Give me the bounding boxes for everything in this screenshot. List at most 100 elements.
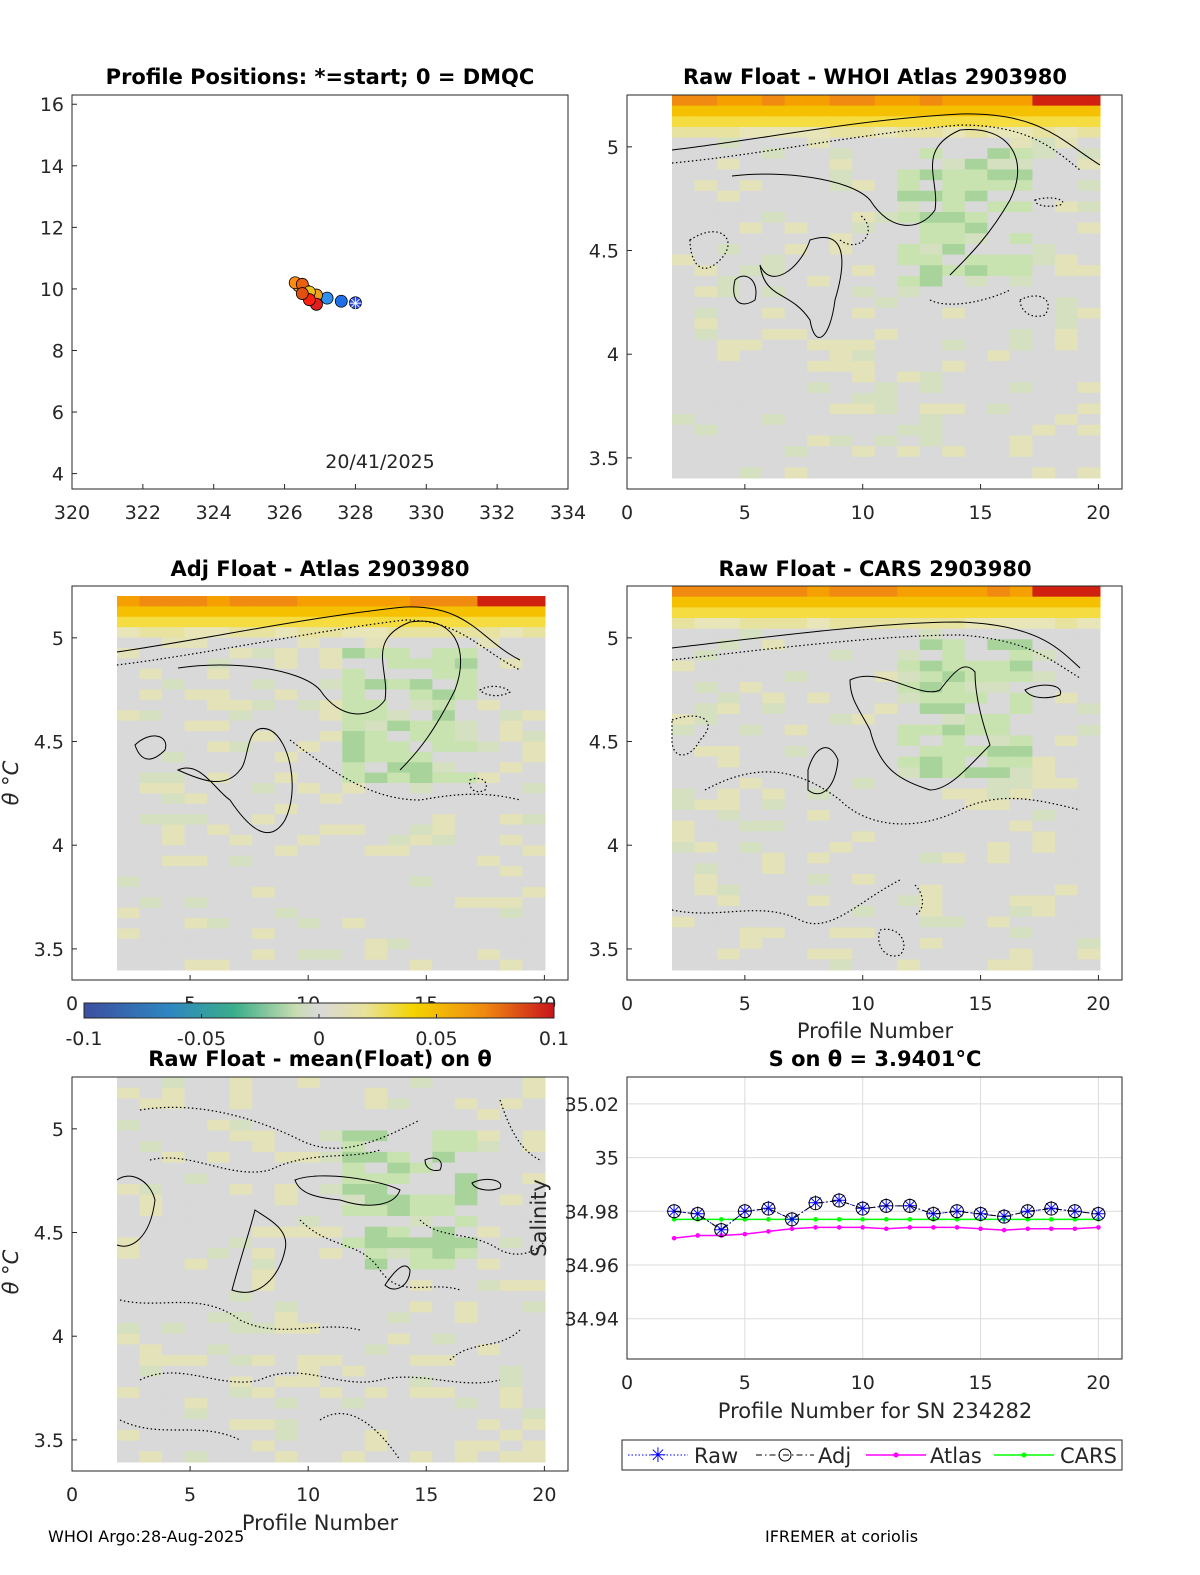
heatmap-cell xyxy=(694,446,718,458)
heatmap-cell xyxy=(807,456,831,468)
heatmap-cell xyxy=(387,1216,411,1228)
heatmap-cell xyxy=(252,1269,276,1281)
heatmap-cell xyxy=(1077,275,1101,287)
heatmap-cell xyxy=(117,907,141,919)
heatmap-cell xyxy=(1077,735,1101,747)
heatmap-cell xyxy=(342,855,366,867)
heatmap-cell xyxy=(874,275,898,287)
heatmap-cell xyxy=(139,1173,163,1185)
heatmap-cell xyxy=(694,339,718,351)
heatmap-cell xyxy=(1054,671,1078,683)
heatmap-cell xyxy=(874,446,898,458)
heatmap-cell xyxy=(919,671,943,683)
heatmap-cell xyxy=(829,382,853,394)
heatmap-cell xyxy=(162,1355,186,1367)
heatmap-cell xyxy=(274,1162,298,1174)
heatmap-cell xyxy=(477,866,501,877)
heatmap-cell xyxy=(784,618,808,630)
heatmap-cell xyxy=(432,886,456,898)
heatmap-cell xyxy=(1032,895,1056,907)
heatmap-cell xyxy=(942,778,966,790)
heatmap-cell xyxy=(762,148,786,160)
heatmap-cell xyxy=(364,596,388,607)
heatmap-cell xyxy=(919,607,943,619)
heatmap-cell xyxy=(1054,158,1078,170)
heatmap-cell xyxy=(874,424,898,436)
heatmap-cell xyxy=(1054,446,1078,458)
heatmap-cell xyxy=(387,1322,411,1335)
heatmap-cell xyxy=(117,1258,141,1270)
heatmap-cell xyxy=(477,1205,501,1217)
heatmap-cell xyxy=(717,660,741,672)
heatmap-cell xyxy=(1009,948,1033,960)
heatmap-cell xyxy=(739,831,763,843)
heatmap-cell xyxy=(297,814,321,826)
heatmap-cell xyxy=(477,637,501,649)
heatmap-cell xyxy=(784,137,808,149)
heatmap-cell xyxy=(454,928,478,940)
heatmap-cell xyxy=(852,148,876,160)
heatmap-cell xyxy=(1054,329,1078,341)
heatmap-cell xyxy=(229,834,253,846)
heatmap-cell xyxy=(717,927,741,939)
heatmap-cell xyxy=(897,778,921,790)
heatmap-cell xyxy=(784,628,808,640)
heatmap-cell xyxy=(672,148,696,160)
heatmap-cell xyxy=(739,339,763,351)
heatmap-cell xyxy=(807,639,831,651)
atlas-point xyxy=(789,1226,795,1232)
heatmap-cell xyxy=(784,820,808,832)
heatmap-cell xyxy=(762,360,786,373)
heatmap-cell xyxy=(1009,339,1033,351)
heatmap-cell xyxy=(829,169,853,181)
cars-point xyxy=(836,1217,842,1222)
heatmap-cell xyxy=(672,884,696,896)
heatmap-cell xyxy=(739,756,763,768)
heatmap-cell xyxy=(319,886,343,898)
heatmap-cell xyxy=(207,897,231,909)
heatmap-cell xyxy=(874,243,898,256)
heatmap-cell xyxy=(387,1162,411,1174)
heatmap-cell xyxy=(852,424,876,436)
heatmap-cell xyxy=(162,897,186,909)
heatmap-cell xyxy=(162,658,186,670)
heatmap-cell xyxy=(807,703,831,715)
heatmap-cell xyxy=(522,1376,546,1388)
x-tick-label: 328 xyxy=(337,502,373,524)
heatmap-cell xyxy=(829,788,853,800)
heatmap-cell xyxy=(432,1365,456,1377)
heatmap-cell xyxy=(117,616,141,628)
heatmap-cell xyxy=(874,650,898,662)
heatmap-cell xyxy=(694,884,718,896)
heatmap-cell xyxy=(1009,639,1033,651)
heatmap-cell xyxy=(184,1205,208,1217)
heatmap-cell xyxy=(297,710,321,722)
heatmap-cell xyxy=(387,637,411,649)
heatmap-cell xyxy=(364,1312,388,1324)
heatmap-cell xyxy=(139,1205,163,1217)
heatmap-cell xyxy=(499,1173,523,1185)
heatmap-cell xyxy=(319,720,343,732)
heatmap-cell xyxy=(387,1290,411,1303)
heatmap-cell xyxy=(499,1440,523,1452)
heatmap-cell xyxy=(1054,852,1078,864)
heatmap-cell xyxy=(672,360,696,373)
atlas-point xyxy=(836,1225,842,1230)
heatmap-cell xyxy=(499,1098,523,1110)
raw-point: ✳ xyxy=(1019,1199,1036,1223)
heatmap-cell xyxy=(499,897,523,909)
heatmap-cell xyxy=(942,724,966,736)
heatmap-cell xyxy=(252,876,276,888)
heatmap-cell xyxy=(184,814,208,826)
heatmap-cell xyxy=(964,116,988,128)
heatmap-cell xyxy=(454,658,478,670)
profile-position-point xyxy=(349,296,362,310)
heatmap-cell xyxy=(117,647,141,659)
heatmap-cell xyxy=(477,1248,501,1260)
heatmap-cell xyxy=(739,350,763,362)
heatmap-cell xyxy=(942,467,966,479)
heatmap-cell xyxy=(897,329,921,341)
heatmap-cell xyxy=(297,1098,321,1110)
heatmap-cell xyxy=(874,265,898,277)
heatmap-cell xyxy=(319,1419,343,1431)
